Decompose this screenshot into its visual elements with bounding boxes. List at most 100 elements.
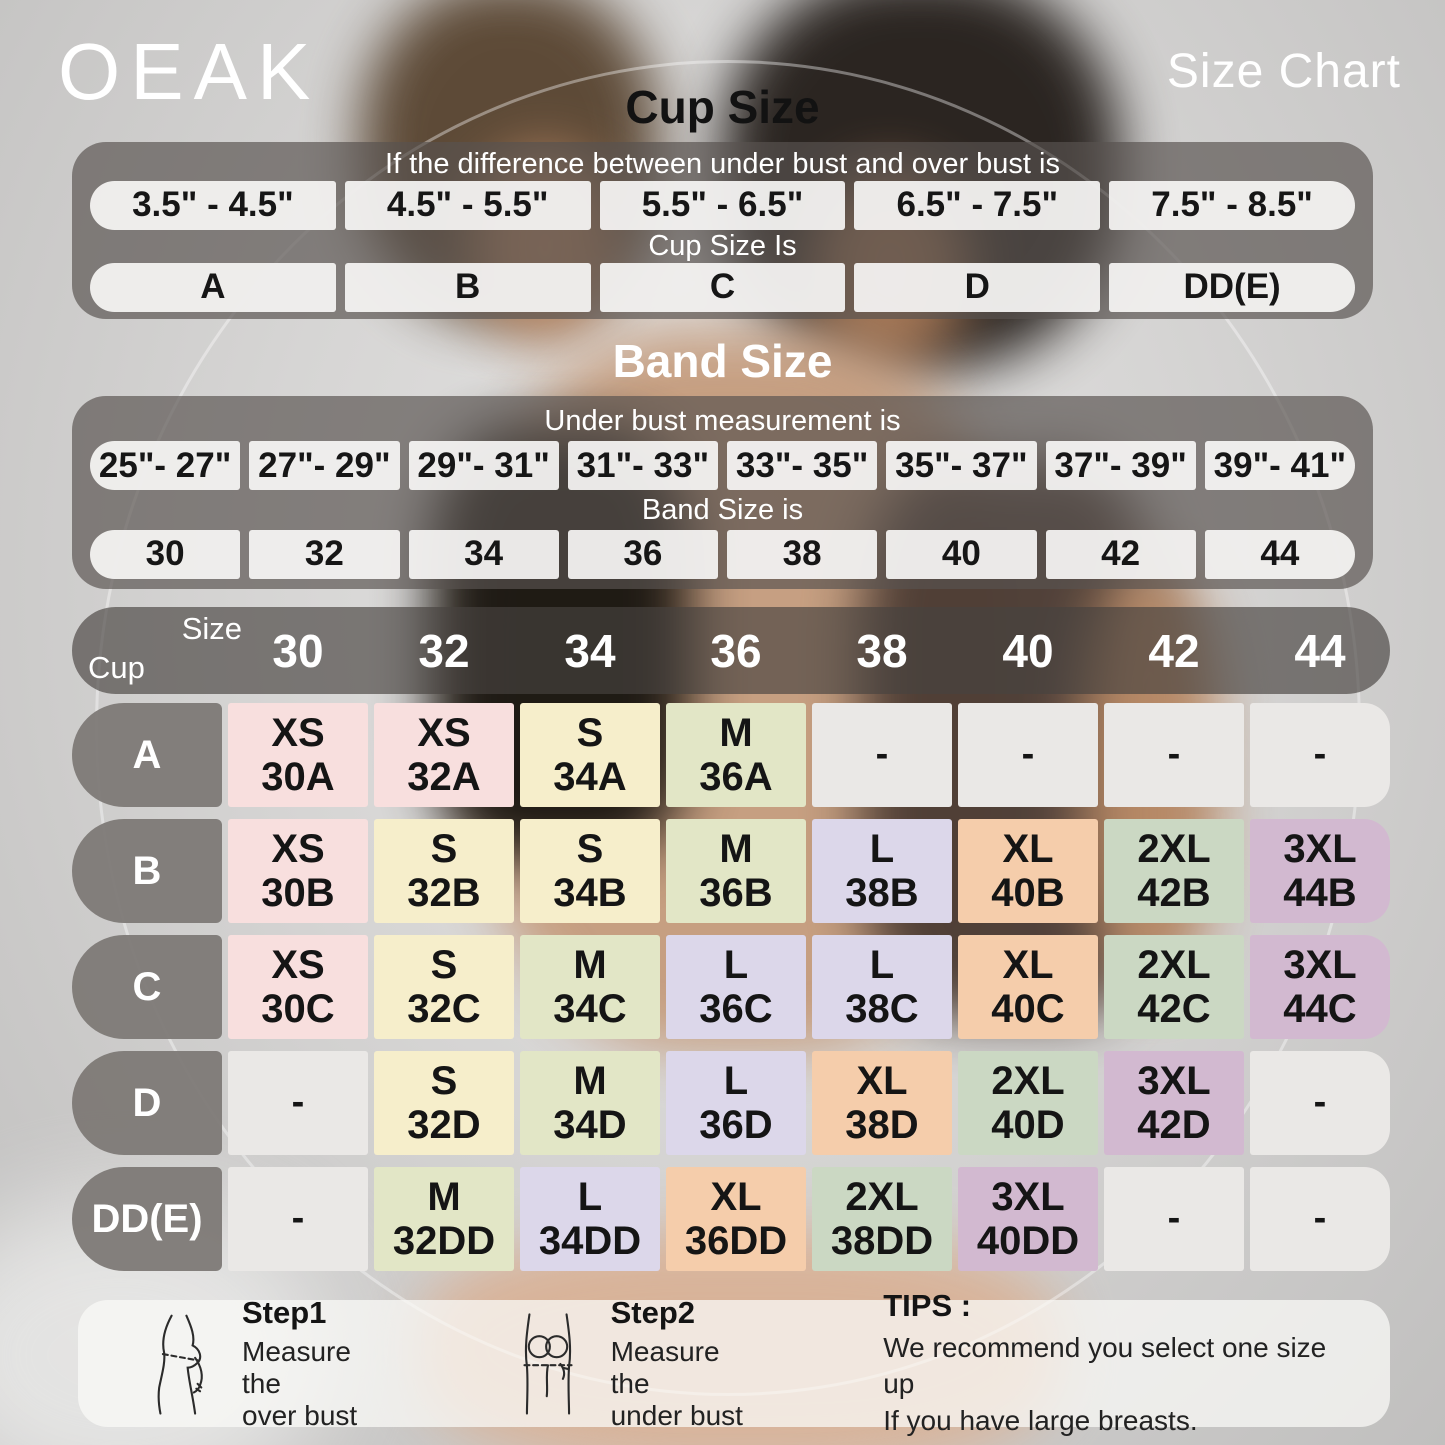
step-2-title: Step2 (610, 1294, 696, 1330)
size-code: 40DD (976, 1219, 1080, 1263)
step-2-line-2: under bust (610, 1400, 743, 1432)
size-cell: L 34DD (520, 1167, 660, 1271)
size-code: 34DD (538, 1219, 642, 1263)
band-size-pill: 38 (727, 529, 878, 579)
matrix-row: D - S 32D M 34D L 36D XL 38D 2XL 40D 3XL 42D - (72, 1051, 1390, 1155)
size-label: XS (417, 711, 471, 755)
size-cell: XS 30C (228, 935, 368, 1039)
size-label: M (573, 1059, 607, 1103)
matrix-row: C XS 30C S 32C M 34C L 36C L 38C XL 40C 2XL 42C 3XL 44C (72, 935, 1390, 1039)
matrix-row-label: A (72, 703, 222, 807)
size-code: 36B (699, 871, 773, 915)
size-cell: S 34B (520, 819, 660, 923)
size-cell: 3XL 42D (1104, 1051, 1244, 1155)
size-label: XL (710, 1175, 762, 1219)
size-cell: S 32C (374, 935, 514, 1039)
matrix-column-header: 38 (856, 624, 908, 677)
matrix-column-header: 36 (710, 624, 762, 677)
size-cell: XS 30B (228, 819, 368, 923)
size-code: 38C (845, 987, 919, 1031)
empty-dash: - (291, 1081, 305, 1124)
size-cell: M 36A (666, 703, 806, 807)
size-cell: L 36D (666, 1051, 806, 1155)
band-size-pill: 42 (1045, 529, 1196, 579)
empty-dash: - (1167, 733, 1181, 776)
size-cell: 2XL 42B (1104, 819, 1244, 923)
step-2-line-1: Measure the (610, 1335, 720, 1399)
size-label: 3XL (991, 1175, 1065, 1219)
step-1-line-2: over bust (242, 1400, 358, 1432)
size-cell: - (228, 1167, 368, 1271)
band-range-pill: 37"- 39" (1045, 441, 1196, 491)
cup-range-row: 3.5" - 4.5" 4.5" - 5.5" 5.5" - 6.5" 6.5" - … (90, 180, 1355, 230)
size-cell: - (228, 1051, 368, 1155)
size-label: 3XL (1137, 1059, 1211, 1103)
size-label: L (723, 943, 749, 987)
size-cell: L 38B (812, 819, 952, 923)
size-label: S (576, 711, 604, 755)
step-2-text: Step2 Measure the under bust (611, 1295, 760, 1433)
size-code: 42B (1137, 871, 1211, 915)
size-code: 40C (991, 987, 1065, 1031)
size-code: 38D (845, 1103, 919, 1147)
empty-dash: - (1313, 1081, 1327, 1124)
size-cell: M 34C (520, 935, 660, 1039)
band-size-pill: 32 (249, 529, 400, 579)
size-code: 42C (1137, 987, 1211, 1031)
size-code: 40D (991, 1103, 1065, 1147)
size-label: S (430, 827, 458, 871)
size-cell: XS 32A (374, 703, 514, 807)
measure-under-bust-icon (523, 1312, 573, 1415)
size-cell: - (1104, 1167, 1244, 1271)
size-cell: M 36B (666, 819, 806, 923)
empty-dash: - (1021, 733, 1035, 776)
size-cell: - (1250, 1051, 1390, 1155)
matrix-column-header: 32 (418, 624, 470, 677)
size-cell: 3XL 44B (1250, 819, 1390, 923)
size-code: 32C (407, 987, 481, 1031)
size-cell: - (1250, 1167, 1390, 1271)
size-cell: 2XL 40D (958, 1051, 1098, 1155)
matrix-body: A XS 30A XS 32A S 34A M 36A - - - - B XS 30B S 32B S 34B M 36… (72, 703, 1390, 1271)
matrix-header: Size Cup 30 32 34 36 38 40 42 44 (72, 607, 1390, 694)
tips-title: TIPS : (883, 1287, 972, 1323)
size-label: M (427, 1175, 461, 1219)
matrix-row-label: DD(E) (72, 1167, 222, 1271)
size-cell: - (958, 703, 1098, 807)
empty-dash: - (875, 733, 889, 776)
size-label: M (573, 943, 607, 987)
band-size-pill: 36 (567, 529, 718, 579)
size-label: S (430, 943, 458, 987)
size-label: L (869, 827, 895, 871)
size-cell: XL 36DD (666, 1167, 806, 1271)
size-cell: 3XL 40DD (958, 1167, 1098, 1271)
step-1-title: Step1 (242, 1294, 327, 1330)
size-cell: XL 40C (958, 935, 1098, 1039)
size-cell: S 34A (520, 703, 660, 807)
cup-letter-pill: A (90, 262, 336, 312)
matrix-row: B XS 30B S 32B S 34B M 36B L 38B XL 40B 2XL 42B 3XL 44B (72, 819, 1390, 923)
size-cell: L 36C (666, 935, 806, 1039)
size-code: 30C (261, 987, 335, 1031)
band-range-pill: 31"- 33" (567, 441, 718, 491)
cup-size-panel: If the difference between under bust and… (72, 142, 1373, 319)
tips-line-2: If you have large breasts. (883, 1404, 1198, 1436)
cup-range-pill: 5.5" - 6.5" (599, 180, 846, 230)
matrix-column-header: 42 (1148, 624, 1200, 677)
size-code: 38DD (830, 1219, 934, 1263)
matrix-row-label: B (72, 819, 222, 923)
size-cell: 2XL 38DD (812, 1167, 952, 1271)
size-code: 32D (407, 1103, 481, 1147)
band-size-pill: 30 (90, 529, 241, 579)
band-range-row: 25"- 27" 27"- 29" 29"- 31" 31"- 33" 33"- 35"… (90, 441, 1355, 491)
matrix-corner-label: Size Cup (72, 607, 242, 694)
band-size-pill: 44 (1204, 529, 1355, 579)
band-range-pill: 35"- 37" (886, 441, 1037, 491)
cup-letter-pill: DD(E) (1109, 262, 1355, 312)
band-size-panel: Under bust measurement is 25"- 27" 27"- 2… (72, 396, 1373, 589)
size-code: 30B (261, 871, 335, 915)
cup-size-title: Cup Size (625, 81, 820, 133)
matrix-row: A XS 30A XS 32A S 34A M 36A - - - - (72, 703, 1390, 807)
band-size-title: Band Size (612, 335, 833, 387)
matrix-column-header: 44 (1294, 624, 1346, 677)
